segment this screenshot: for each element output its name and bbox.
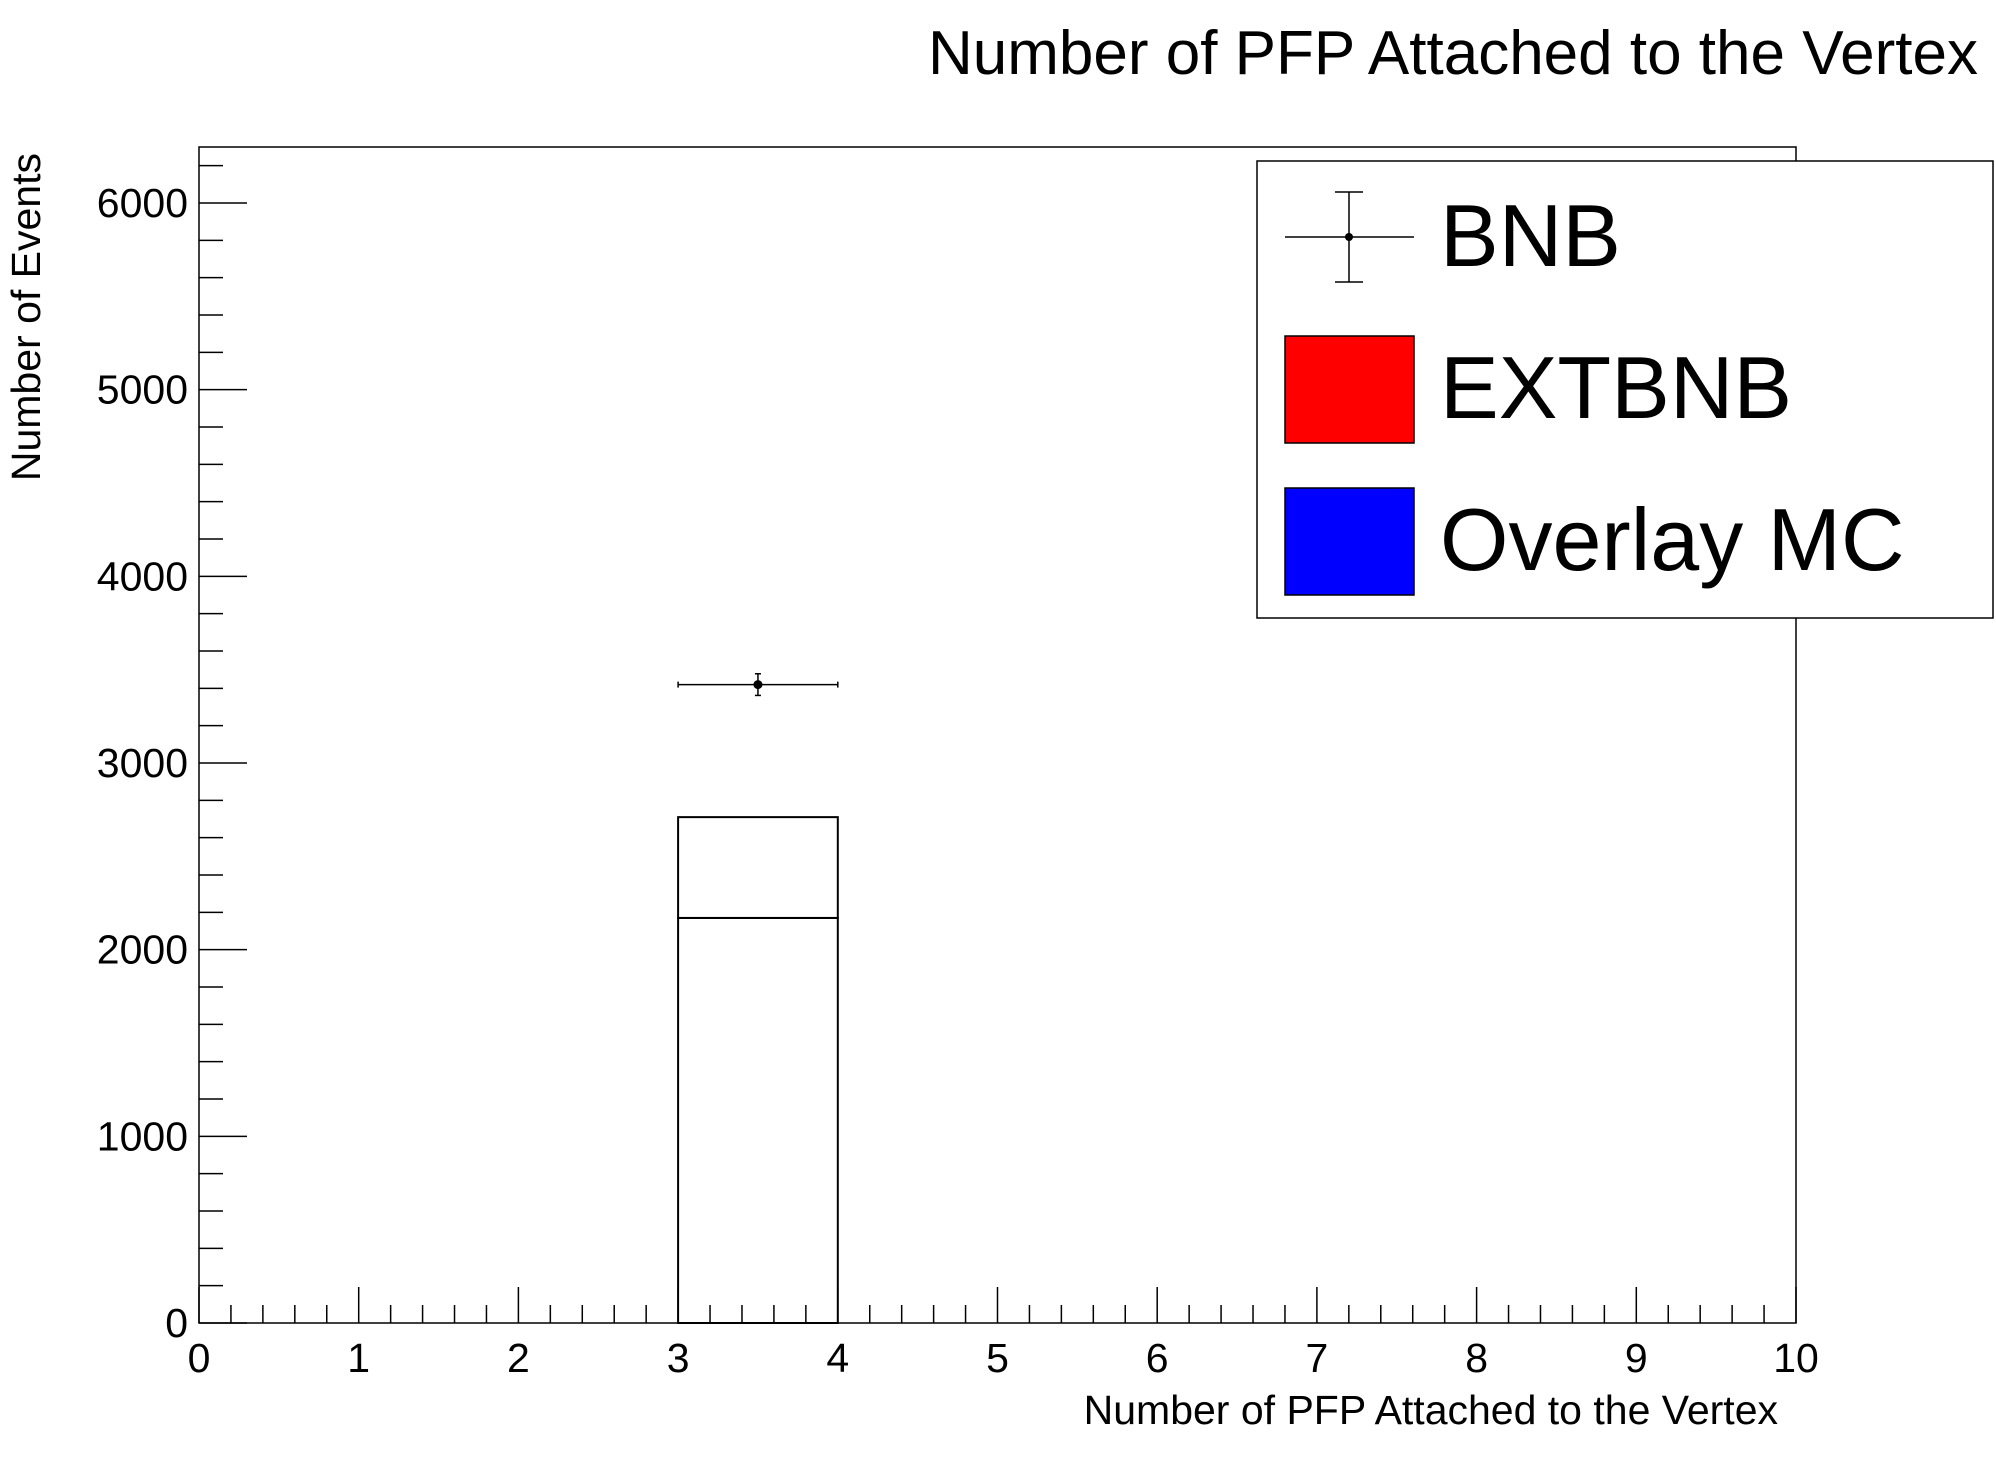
y-tick-label: 3000 <box>97 740 188 786</box>
legend-swatch <box>1284 335 1415 444</box>
x-tick-label: 10 <box>1773 1335 1819 1381</box>
x-axis: 0 1 2 3 4 5 6 7 8 9 10 <box>188 1287 1819 1381</box>
y-tick-label: 5000 <box>97 367 188 413</box>
legend-entries: BNB EXTBNB Overlay MC <box>1284 186 1905 596</box>
x-axis-label: Number of PFP Attached to the Vertex <box>1084 1387 1779 1433</box>
data-point-bnb <box>677 673 839 697</box>
x-tick-label: 8 <box>1465 1335 1488 1381</box>
legend-entry-overlay-mc: Overlay MC <box>1284 487 1905 596</box>
legend: BNB EXTBNB Overlay MC <box>1256 160 1994 619</box>
chart-title: Number of PFP Attached to the Vertex <box>928 19 1978 88</box>
legend-label: EXTBNB <box>1440 338 1792 437</box>
x-tick-label: 4 <box>826 1335 849 1381</box>
y-tick-label: 4000 <box>97 553 188 599</box>
y-axis-label: Number of Events <box>3 153 49 481</box>
legend-entry-extbnb: EXTBNB <box>1284 335 1792 444</box>
legend-label: Overlay MC <box>1440 490 1905 589</box>
x-tick-label: 2 <box>507 1335 530 1381</box>
y-tick-label: 1000 <box>97 1113 188 1159</box>
x-tick-label: 3 <box>667 1335 690 1381</box>
y-tick-label: 2000 <box>97 927 188 973</box>
legend-entry-bnb: BNB <box>1285 186 1621 285</box>
bar-overlay-mc <box>677 916 839 1325</box>
x-tick-label: 7 <box>1305 1335 1328 1381</box>
legend-marker-dot <box>1345 233 1353 241</box>
bar-extbnb <box>677 816 839 919</box>
y-tick-label: 0 <box>165 1300 188 1346</box>
x-tick-label: 1 <box>347 1335 370 1381</box>
data-points <box>677 673 839 697</box>
y-tick-label: 6000 <box>97 180 188 226</box>
stacked-bars <box>677 816 839 1325</box>
x-tick-label: 6 <box>1146 1335 1169 1381</box>
x-tick-label: 5 <box>986 1335 1009 1381</box>
x-tick-label: 9 <box>1625 1335 1648 1381</box>
legend-swatch <box>1284 487 1415 596</box>
y-axis: 0 1000 2000 3000 4000 5000 6000 <box>97 164 247 1346</box>
legend-label: BNB <box>1440 186 1621 285</box>
x-tick-label: 0 <box>188 1335 211 1381</box>
data-marker <box>753 680 763 690</box>
